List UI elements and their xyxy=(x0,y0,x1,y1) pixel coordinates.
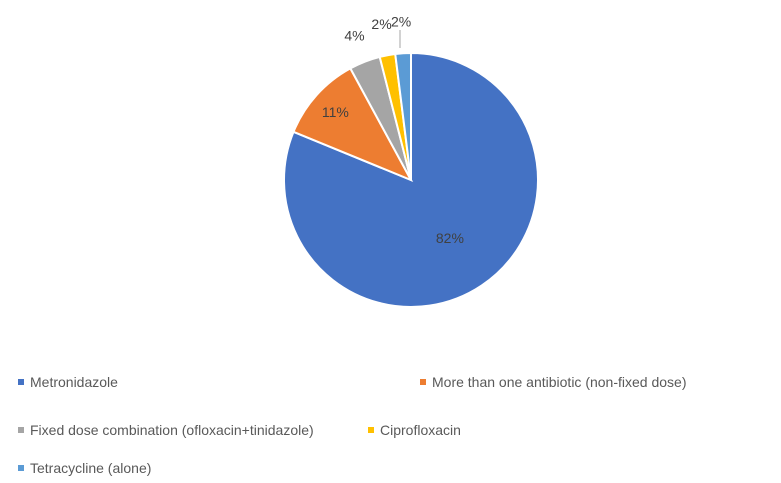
data-label-ciprofloxacin: 2% xyxy=(371,16,391,32)
pie-slice-more-than-one-antibiotic xyxy=(292,67,414,182)
pie-slice-tetracycline xyxy=(394,51,412,181)
data-label-fixed-dose-combination: 4% xyxy=(344,28,364,44)
data-label-tetracycline: 2% xyxy=(391,14,411,30)
data-label-more-than-one-antibiotic: 11% xyxy=(322,104,349,120)
data-label-metronidazole: 82% xyxy=(436,230,464,246)
